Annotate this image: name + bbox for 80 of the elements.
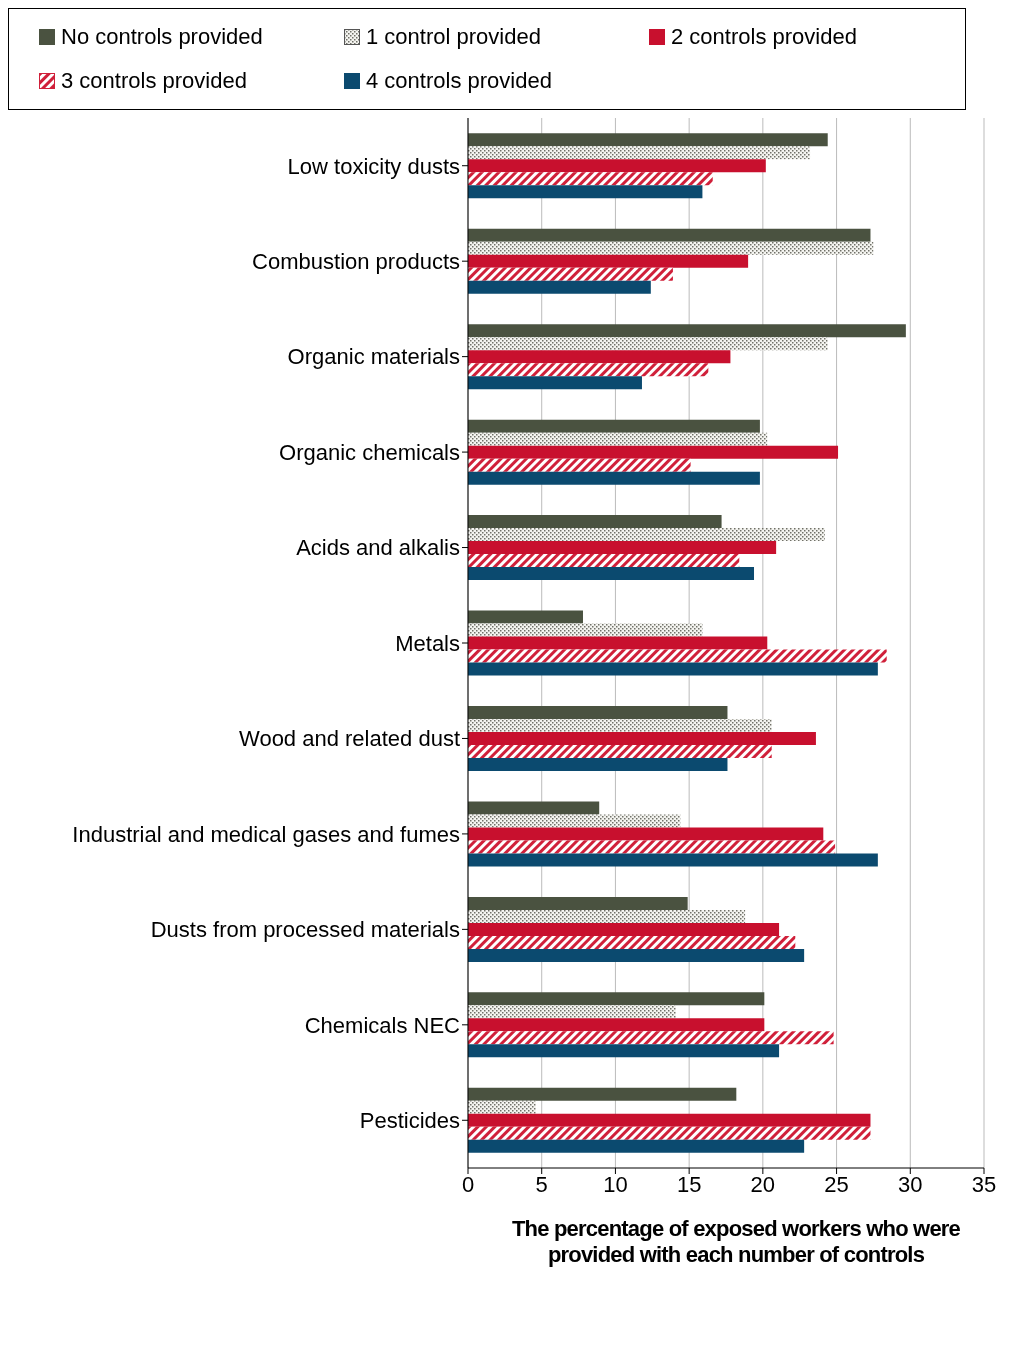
x-tick-label: 30 <box>898 1171 923 1197</box>
bar <box>468 458 691 472</box>
bar <box>468 1113 871 1127</box>
bar <box>468 1044 780 1058</box>
y-tick-label: Low toxicity dusts <box>287 153 460 179</box>
y-tick-label: Acids and alkalis <box>296 535 460 561</box>
bar <box>468 1005 676 1019</box>
bar <box>468 228 871 242</box>
y-tick-label: Pesticides <box>359 1108 460 1134</box>
bar <box>468 992 765 1006</box>
bar <box>468 745 772 758</box>
y-tick-label: Metals <box>395 630 460 656</box>
bar <box>468 515 722 529</box>
bar <box>468 541 777 555</box>
bar <box>468 909 746 923</box>
x-tick-label: 20 <box>750 1171 776 1197</box>
bar <box>468 719 772 732</box>
bar <box>468 610 583 624</box>
y-tick-label: Industrial and medical gases and fumes <box>72 821 460 847</box>
bar <box>468 280 651 294</box>
x-tick-label: 0 <box>461 1171 475 1197</box>
bar <box>468 363 709 377</box>
bar <box>468 1031 834 1045</box>
bar <box>468 732 816 745</box>
y-tick-label: Wood and related dust <box>239 726 460 752</box>
bar <box>468 922 780 936</box>
bar <box>468 376 642 390</box>
bar <box>468 1126 871 1140</box>
bar <box>468 649 887 663</box>
legend-label: 4 controls provided <box>366 68 552 94</box>
bar <box>468 662 878 676</box>
bar <box>468 948 805 962</box>
x-tick-label: 10 <box>603 1171 628 1197</box>
x-axis-title: The percentage of exposed workers who were provided with each number of controls <box>510 1216 962 1268</box>
bar <box>468 254 749 268</box>
bar <box>468 1018 765 1032</box>
bar <box>468 445 839 459</box>
bar <box>468 801 600 815</box>
bar <box>468 853 878 867</box>
y-tick-label: Organic materials <box>287 344 460 370</box>
y-tick-label: Organic chemicals <box>279 439 460 465</box>
bar <box>468 567 755 581</box>
bar <box>468 528 825 542</box>
bar <box>468 827 824 841</box>
bar <box>468 185 703 199</box>
x-tick-label: 5 <box>535 1171 548 1197</box>
bar <box>468 706 728 719</box>
bar <box>468 146 811 160</box>
bar <box>468 814 681 828</box>
bar <box>468 172 713 186</box>
bar <box>468 1087 737 1101</box>
y-tick-label: Combustion products <box>252 248 460 274</box>
bar <box>468 1100 536 1114</box>
bar <box>468 623 703 637</box>
x-tick-label: 35 <box>971 1171 997 1197</box>
bar <box>468 935 796 949</box>
x-tick-label: 25 <box>824 1171 849 1197</box>
bar <box>468 133 828 147</box>
bar <box>468 896 688 910</box>
y-tick-label: Chemicals NEC <box>304 1012 461 1038</box>
bar <box>468 432 768 446</box>
x-tick-label: 15 <box>676 1171 702 1197</box>
bar <box>468 758 728 771</box>
bar <box>468 337 828 351</box>
legend-label: No controls provided <box>61 24 263 50</box>
legend-label: 2 controls provided <box>671 24 857 50</box>
bar <box>468 350 731 364</box>
legend-label: 3 controls provided <box>61 68 247 94</box>
bar <box>468 471 760 485</box>
bar <box>468 324 906 338</box>
bar <box>468 159 766 173</box>
bar <box>468 1139 805 1153</box>
legend-label: 1 control provided <box>366 24 541 50</box>
bar <box>468 241 874 255</box>
bar <box>468 554 740 568</box>
bar <box>468 419 760 433</box>
bar <box>468 636 768 650</box>
bar <box>468 267 673 281</box>
bar <box>468 840 836 854</box>
y-tick-label: Dusts from processed materials <box>150 917 460 943</box>
